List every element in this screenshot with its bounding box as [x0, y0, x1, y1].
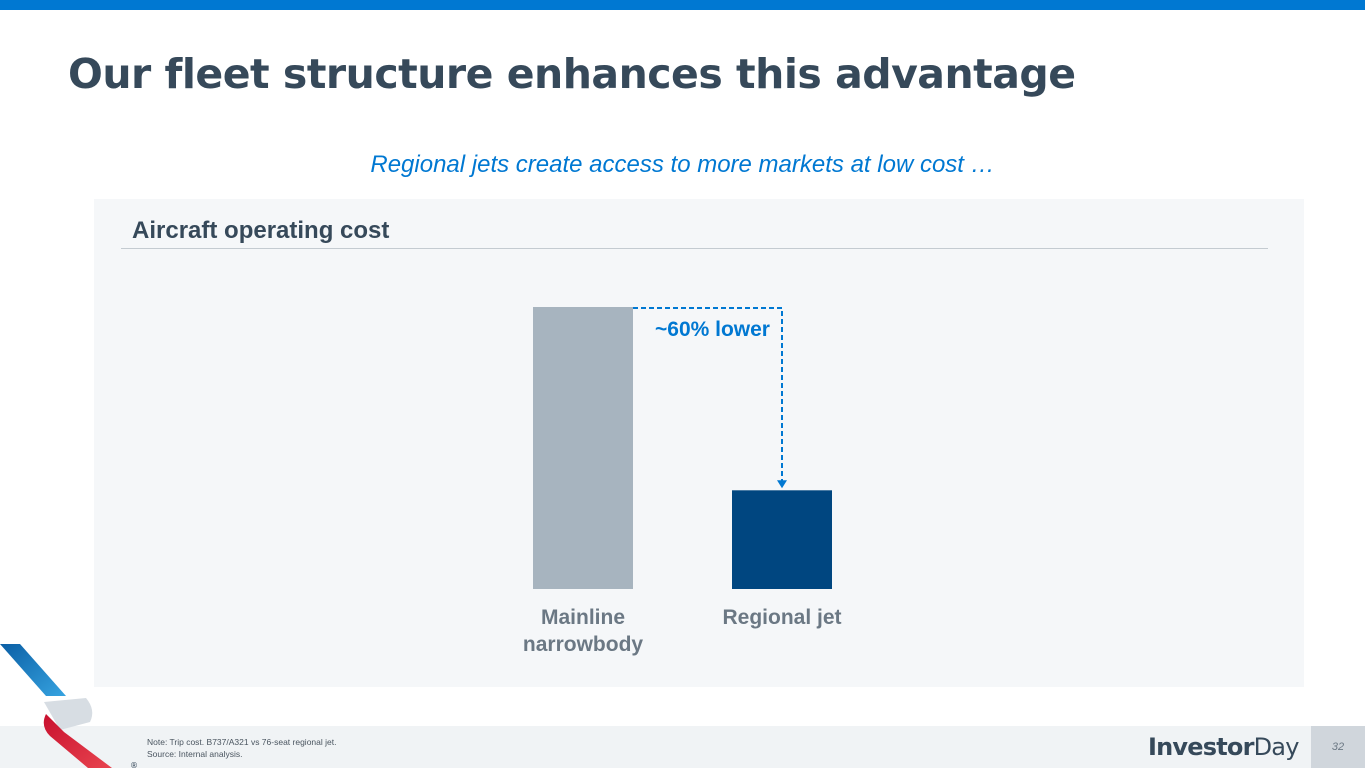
category-label: Mainline — [541, 606, 625, 629]
footnote-note: Note: Trip cost. B737/A321 vs 76-seat re… — [147, 737, 337, 747]
chart-title-divider — [121, 248, 1268, 249]
slide-subtitle: Regional jets create access to more mark… — [370, 151, 995, 178]
reduction-annotation: ~60% lower — [655, 318, 770, 341]
chart-title: Aircraft operating cost — [132, 217, 390, 244]
footer-bar — [0, 726, 1365, 768]
reduction-arrow-head-icon — [777, 480, 787, 489]
footnote-source: Source: Internal analysis. — [147, 749, 243, 759]
footnote: Note: Trip cost. B737/A321 vs 76-seat re… — [147, 736, 336, 760]
bar-regional-jet — [732, 490, 832, 589]
chart-panel: Aircraft operating cost Mainline narrowbo… — [94, 199, 1304, 687]
svg-text:®: ® — [130, 761, 138, 768]
category-label: narrowbody — [523, 633, 643, 656]
page-title: Our fleet structure enhances this advant… — [68, 50, 1076, 98]
bar-mainline-narrowbody — [533, 307, 633, 589]
page-number-box — [1311, 726, 1365, 768]
investor-day-logo: InvestorDay — [1148, 733, 1299, 761]
brand-day: Day — [1253, 733, 1300, 761]
page-number: 32 — [1331, 741, 1345, 753]
category-label: Regional jet — [722, 606, 841, 629]
reduction-arrow-line — [633, 307, 783, 482]
top-accent-bar — [0, 0, 1365, 10]
brand-investor: Investor — [1148, 733, 1254, 761]
operating-cost-chart: Mainline narrowbody Regional jet ~60% lower — [523, 307, 842, 656]
airline-flight-symbol-icon: ® — [0, 644, 138, 768]
